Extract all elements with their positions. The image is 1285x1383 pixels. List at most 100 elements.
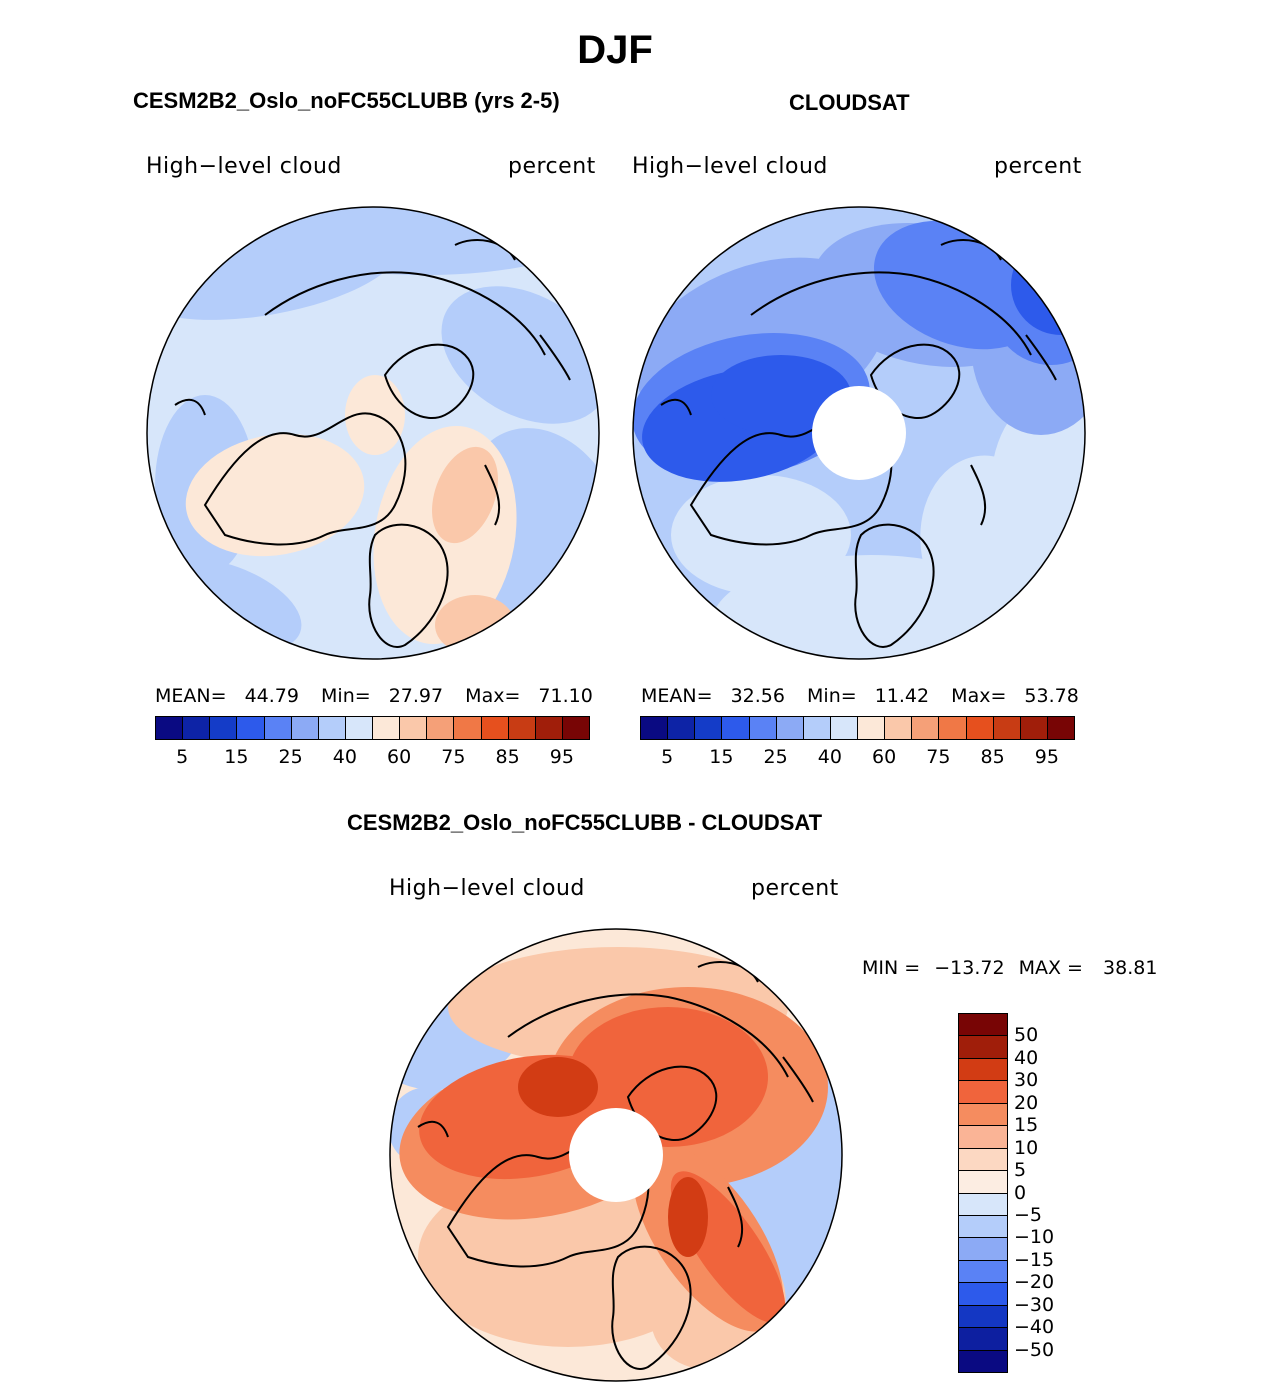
panel1-mean-value: 44.79 xyxy=(244,685,299,707)
colorbar-box xyxy=(829,716,858,740)
contour-region xyxy=(441,286,599,424)
colorbar-box xyxy=(802,716,831,740)
colorbar-box xyxy=(958,1349,1008,1373)
panel1-colorbar xyxy=(155,716,590,740)
colorbar-box xyxy=(480,716,509,740)
panel2-variable-label: High−level cloud xyxy=(632,154,828,179)
colorbar-box xyxy=(290,716,319,740)
colorbar-box xyxy=(721,716,750,740)
panel2-stats: MEAN= 32.56 Min= 11.42 Max= 53.78 xyxy=(641,685,1079,707)
colorbar-tick-label: 75 xyxy=(441,746,466,768)
panel3-max-value: 38.81 xyxy=(1103,957,1158,979)
colorbar-box xyxy=(667,716,696,740)
panel3-min-label: MIN = xyxy=(862,957,921,979)
colorbar-tick-label: 5 xyxy=(661,746,674,768)
colorbar-tick-label: 5 xyxy=(176,746,189,768)
panel2-max-label: Max= xyxy=(951,685,1007,707)
colorbar-box xyxy=(182,716,211,740)
polar-gap xyxy=(812,386,906,480)
coastline xyxy=(484,464,501,526)
panel3-max-label: MAX = xyxy=(1018,957,1083,979)
coastline xyxy=(782,1056,814,1103)
coastline xyxy=(611,1245,692,1370)
coastline xyxy=(203,412,407,546)
colorbar-box xyxy=(453,716,482,740)
panel3-title: CESM2B2_Oslo_noFC55CLUBB - CLOUDSAT xyxy=(347,810,823,835)
colorbar-box xyxy=(958,1214,1008,1239)
colorbar-box xyxy=(857,716,886,740)
colorbar-box xyxy=(694,716,723,740)
colorbar-box xyxy=(561,716,590,740)
panel2-colorbar xyxy=(640,716,1075,740)
colorbar-box xyxy=(1019,716,1048,740)
coastline xyxy=(383,343,475,420)
coastline xyxy=(750,271,1032,356)
panel3-units-label: percent xyxy=(751,876,839,901)
colorbar-box xyxy=(958,1327,1008,1351)
colorbar-tick-label: 15 xyxy=(709,746,734,768)
panel3-variable-label: High−level cloud xyxy=(389,876,585,901)
colorbar-tick-label: −20 xyxy=(1014,1271,1055,1294)
colorbar-tick-label: −15 xyxy=(1014,1248,1055,1271)
colorbar-box xyxy=(992,716,1021,740)
coastline xyxy=(539,334,571,381)
panel1-title: CESM2B2_Oslo_noFC55CLUBB (yrs 2-5) xyxy=(133,88,560,113)
colorbar-tick-label: 0 xyxy=(1014,1181,1027,1204)
colorbar-tick-label: 40 xyxy=(817,746,842,768)
panel1-polar-map xyxy=(146,206,600,660)
colorbar-tick-label: 40 xyxy=(1014,1046,1039,1069)
coastline xyxy=(368,523,449,648)
colorbar-box xyxy=(236,716,265,740)
colorbar-tick-label: 85 xyxy=(980,746,1005,768)
contour-region xyxy=(518,1057,598,1117)
map-border xyxy=(632,206,1086,660)
panel3-minmax: MIN = −13.72 MAX = 38.81 xyxy=(862,957,1157,979)
polar-gap xyxy=(569,1108,663,1202)
panel1-mean-label: MEAN= xyxy=(155,685,227,707)
coastline xyxy=(854,523,935,648)
coastline xyxy=(417,1120,449,1138)
colorbar-box xyxy=(958,1304,1008,1329)
colorbar-tick-label: 5 xyxy=(1014,1159,1027,1182)
panel1-min-label: Min= xyxy=(321,685,371,707)
colorbar-box xyxy=(534,716,563,740)
colorbar-box xyxy=(958,1147,1008,1172)
colorbar-tick-label: −30 xyxy=(1014,1293,1055,1316)
page-title: DJF xyxy=(577,28,653,72)
coastline xyxy=(507,993,789,1078)
coastline xyxy=(727,1186,744,1248)
colorbar-tick-label: 60 xyxy=(387,746,412,768)
colorbar-tick-label: 15 xyxy=(1014,1114,1039,1137)
colorbar-box xyxy=(426,716,455,740)
panel2-polar-map xyxy=(632,206,1086,660)
colorbar-box xyxy=(884,716,913,740)
colorbar-box xyxy=(965,716,994,740)
colorbar-box xyxy=(958,1057,1008,1082)
panel1-colorbar-labels: 5 15 25 40 60 75 85 95 xyxy=(155,746,589,770)
colorbar-tick-label: 30 xyxy=(1014,1069,1039,1092)
colorbar-box xyxy=(155,716,184,740)
colorbar-box xyxy=(958,1035,1008,1059)
panel1-min-value: 27.97 xyxy=(388,685,444,707)
colorbar-tick-label: 75 xyxy=(926,746,951,768)
panel2-mean-value: 32.56 xyxy=(730,685,785,707)
panel1-max-value: 71.10 xyxy=(538,685,593,707)
colorbar-box xyxy=(317,716,346,740)
colorbar-tick-label: −50 xyxy=(1014,1338,1055,1361)
panel2-colorbar-labels: 5 15 25 40 60 75 85 95 xyxy=(640,746,1074,770)
colorbar-tick-label: 95 xyxy=(549,746,574,768)
colorbar-tick-label: 25 xyxy=(278,746,303,768)
colorbar-box xyxy=(507,716,536,740)
colorbar-tick-label: 85 xyxy=(495,746,520,768)
panel3-colorbar xyxy=(958,1013,1008,1373)
contour-region xyxy=(671,475,851,595)
coastline xyxy=(970,464,987,526)
colorbar-box xyxy=(938,716,967,740)
colorbar-box xyxy=(209,716,238,740)
colorbar-tick-label: 60 xyxy=(872,746,897,768)
panel1-max-label: Max= xyxy=(465,685,521,707)
contour-region xyxy=(185,433,365,557)
colorbar-box xyxy=(263,716,292,740)
panel1-variable-label: High−level cloud xyxy=(146,154,342,179)
colorbar-tick-label: 25 xyxy=(763,746,788,768)
